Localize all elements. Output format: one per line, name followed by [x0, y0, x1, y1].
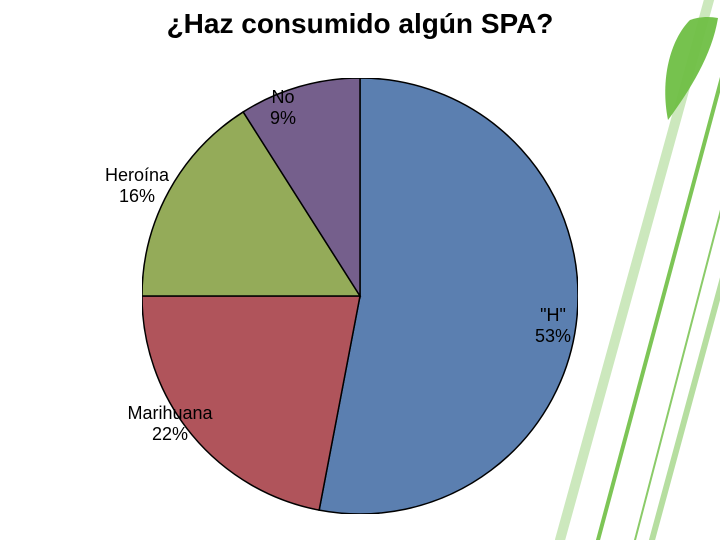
label-heroina-value: 16%: [119, 186, 155, 206]
label-heroina: Heroína 16%: [77, 165, 197, 206]
slide: ¿Haz consumido algún SPA? "H" 53% Marihu…: [0, 0, 720, 540]
label-marihuana-value: 22%: [152, 424, 188, 444]
label-h: "H" 53%: [493, 305, 613, 346]
pie-chart: [142, 78, 578, 514]
label-heroina-name: Heroína: [105, 165, 169, 185]
label-marihuana-name: Marihuana: [127, 403, 212, 423]
label-no: No 9%: [223, 87, 343, 128]
label-h-value: 53%: [535, 326, 571, 346]
label-no-value: 9%: [270, 108, 296, 128]
label-h-name: "H": [540, 305, 566, 325]
label-no-name: No: [271, 87, 294, 107]
chart-title: ¿Haz consumido algún SPA?: [0, 8, 720, 40]
pie-svg: [142, 78, 578, 514]
label-marihuana: Marihuana 22%: [110, 403, 230, 444]
